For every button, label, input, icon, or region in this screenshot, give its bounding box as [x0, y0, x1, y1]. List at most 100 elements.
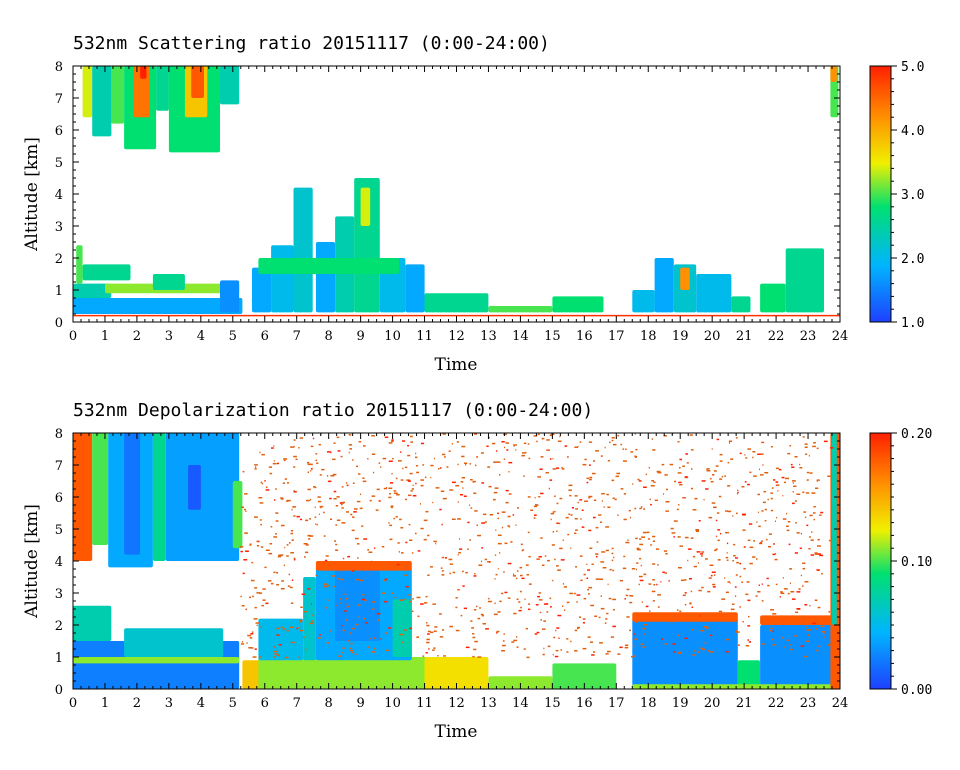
depolarization-ratio-noise-speck [458, 552, 461, 554]
depolarization-ratio-noise-speck [335, 543, 338, 546]
depolarization-ratio-noise-speck [616, 472, 621, 475]
depolarization-ratio-noise-speck [350, 642, 353, 645]
depolarization-ratio-noise-speck [344, 610, 347, 612]
depolarization-ratio-noise-speck [270, 582, 274, 585]
depolarization-ratio-noise-speck [570, 640, 572, 643]
depolarization-ratio-noise-speck [501, 526, 504, 529]
depolarization-ratio-noise-speck [678, 504, 680, 506]
depolarization-ratio-noise-speck [552, 457, 554, 460]
depolarization-ratio-x-tick-label: 18 [640, 696, 657, 711]
depolarization-ratio-noise-speck [513, 444, 517, 446]
depolarization-ratio-noise-speck [367, 646, 371, 648]
depolarization-ratio-noise-speck [745, 457, 748, 459]
depolarization-ratio-noise-speck [601, 551, 606, 553]
depolarization-ratio-cloud-cell [92, 433, 109, 545]
depolarization-ratio-noise-speck [813, 518, 815, 521]
depolarization-ratio-noise-speck [796, 591, 801, 593]
depolarization-ratio-noise-speck [707, 590, 711, 593]
depolarization-ratio-noise-speck [679, 610, 682, 613]
depolarization-ratio-noise-speck [773, 479, 776, 481]
depolarization-ratio-noise-speck [623, 555, 626, 558]
depolarization-ratio-noise-speck [552, 468, 557, 470]
depolarization-ratio-noise-speck [356, 500, 361, 503]
scattering-ratio-cloud-cell [252, 267, 272, 313]
scattering-ratio-colorbar-tick-label: 3.0 [901, 188, 924, 203]
depolarization-ratio-noise-speck [304, 616, 306, 618]
depolarization-ratio-noise-speck [296, 515, 300, 518]
depolarization-ratio-noise-speck [351, 627, 355, 630]
depolarization-ratio-noise-speck [789, 568, 793, 570]
depolarization-ratio-noise-speck [775, 481, 779, 483]
depolarization-ratio-noise-speck [435, 487, 440, 489]
depolarization-ratio-noise-speck [412, 598, 414, 600]
depolarization-ratio-noise-speck [708, 613, 712, 616]
depolarization-ratio-noise-speck [786, 525, 789, 527]
depolarization-ratio-noise-speck [552, 579, 554, 582]
depolarization-ratio-noise-speck [369, 562, 371, 564]
depolarization-ratio-noise-speck [587, 588, 589, 591]
depolarization-ratio-noise-speck [768, 533, 772, 535]
depolarization-ratio-noise-speck [367, 458, 369, 460]
depolarization-ratio-noise-speck [749, 562, 753, 565]
scattering-ratio-x-tick-label: 15 [544, 329, 561, 344]
depolarization-ratio-noise-speck [432, 501, 434, 504]
depolarization-ratio-noise-speck [419, 503, 421, 505]
depolarization-ratio-noise-speck [701, 480, 706, 482]
depolarization-ratio-noise-speck [552, 653, 554, 656]
depolarization-ratio-noise-speck [327, 584, 330, 587]
depolarization-ratio-noise-speck [635, 455, 638, 458]
depolarization-ratio-noise-speck [611, 559, 614, 562]
depolarization-ratio-noise-speck [474, 464, 477, 467]
depolarization-ratio-noise-speck [537, 595, 540, 598]
depolarization-ratio-noise-speck [630, 451, 634, 453]
depolarization-ratio-noise-speck [650, 485, 655, 487]
depolarization-ratio-noise-speck [652, 600, 655, 602]
depolarization-ratio-noise-speck [479, 607, 481, 609]
depolarization-ratio-noise-speck [299, 437, 303, 439]
depolarization-ratio-noise-speck [507, 515, 511, 518]
depolarization-ratio-noise-speck [802, 567, 806, 570]
depolarization-ratio-noise-speck [539, 468, 543, 470]
depolarization-ratio-noise-speck [677, 441, 680, 443]
depolarization-ratio-noise-speck [288, 542, 291, 544]
depolarization-ratio-noise-speck [739, 606, 741, 608]
depolarization-ratio-noise-speck [721, 598, 726, 600]
depolarization-ratio-noise-speck [274, 653, 278, 655]
depolarization-ratio-noise-speck [792, 502, 795, 505]
depolarization-ratio-noise-speck [324, 606, 327, 608]
depolarization-ratio-noise-speck [677, 472, 682, 474]
depolarization-ratio-noise-speck [816, 447, 819, 450]
depolarization-ratio-noise-speck [342, 501, 345, 504]
depolarization-ratio-noise-speck [293, 466, 296, 468]
depolarization-ratio-noise-speck [752, 456, 754, 459]
depolarization-ratio-noise-speck [415, 452, 417, 455]
depolarization-ratio-noise-speck [382, 592, 386, 594]
depolarization-ratio-noise-speck [782, 494, 784, 497]
scattering-ratio-cloud-cell [220, 66, 240, 105]
depolarization-ratio-noise-speck [805, 626, 807, 628]
depolarization-ratio-noise-speck [805, 516, 807, 519]
depolarization-ratio-noise-speck [671, 532, 676, 534]
depolarization-ratio-noise-speck [717, 539, 720, 542]
depolarization-ratio-noise-speck [607, 583, 609, 586]
depolarization-ratio-noise-speck [535, 604, 539, 606]
depolarization-ratio-noise-speck [465, 464, 467, 466]
depolarization-ratio-noise-speck [606, 612, 609, 615]
depolarization-ratio-noise-speck [317, 496, 321, 498]
depolarization-ratio-noise-speck [487, 600, 492, 603]
depolarization-ratio-noise-speck [258, 656, 262, 658]
scattering-ratio-x-tick-label: 8 [325, 329, 333, 344]
depolarization-ratio-noise-speck [799, 463, 801, 466]
depolarization-ratio-noise-speck [516, 570, 519, 572]
depolarization-ratio-noise-speck [555, 649, 559, 652]
depolarization-ratio-noise-speck [502, 644, 506, 647]
depolarization-ratio-noise-speck [708, 516, 713, 519]
depolarization-ratio-y-tick-label: 3 [55, 587, 63, 602]
depolarization-ratio-noise-speck [690, 590, 693, 593]
depolarization-ratio-noise-speck [256, 545, 260, 547]
depolarization-ratio-noise-speck [345, 563, 349, 565]
depolarization-ratio-noise-speck [577, 501, 579, 504]
depolarization-ratio-noise-speck [555, 629, 557, 632]
depolarization-ratio-noise-speck [430, 464, 434, 467]
depolarization-ratio-noise-speck [816, 569, 820, 571]
